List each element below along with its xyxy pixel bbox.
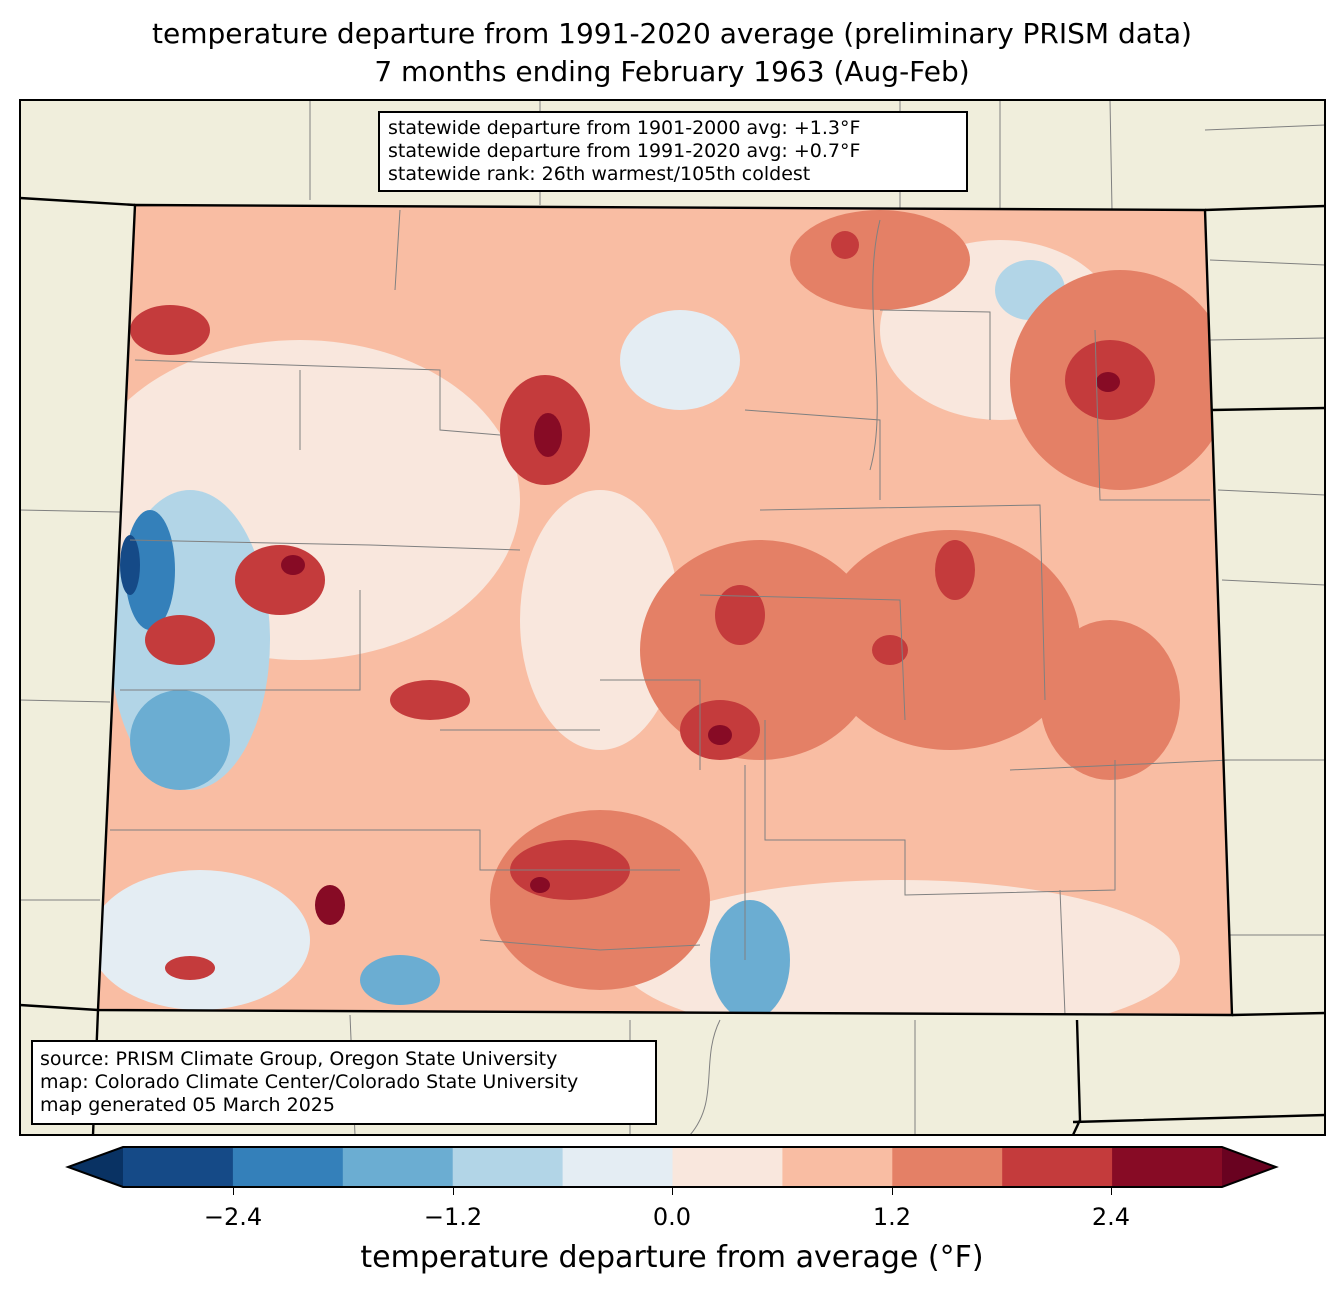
map-title: temperature departure from 1991-2020 ave… — [152, 17, 1192, 50]
colorbar-tick — [892, 1187, 893, 1195]
colorbar-bin — [452, 1147, 564, 1187]
colorbar-label: temperature departure from average (°F) — [360, 1240, 984, 1275]
colorbar-tick — [453, 1187, 454, 1195]
colorbar-bin — [562, 1147, 673, 1187]
colorbar-outline — [65, 1146, 1279, 1188]
map-subtitle: 7 months ending February 1963 (Aug-Feb) — [374, 55, 970, 88]
colorbar-tick — [1111, 1187, 1112, 1195]
generated-date-line: map generated 05 March 2025 — [40, 1094, 335, 1116]
colorbar-bin — [232, 1147, 344, 1187]
county-lines — [110, 209, 1231, 1016]
stat-departure-1991-2020: statewide departure from 1991-2020 avg: … — [388, 140, 861, 162]
colorbar-bin — [123, 1147, 234, 1187]
colorbar-tick-label: −1.2 — [423, 1203, 483, 1231]
colorbar-bin — [782, 1147, 893, 1187]
colorbar-bin — [892, 1147, 1003, 1187]
colorbar-over-arrow — [1222, 1147, 1276, 1187]
colorbar-bin — [1002, 1147, 1113, 1187]
colorbar-tick-label: −2.4 — [203, 1203, 263, 1231]
colorbar — [65, 1146, 1279, 1188]
colorbar-tick-label: 0.0 — [652, 1203, 692, 1231]
stat-rank: statewide rank: 26th warmest/105th colde… — [388, 163, 811, 185]
colorbar-tick-label: 2.4 — [1091, 1203, 1131, 1231]
colorbar-tick — [233, 1187, 234, 1195]
colorbar-bin — [342, 1147, 454, 1187]
temperature-field — [98, 205, 1232, 1015]
colorbar-tick — [672, 1187, 673, 1195]
statewide-stats-box: statewide departure from 1901-2000 avg: … — [378, 111, 968, 192]
source-line: source: PRISM Climate Group, Oregon Stat… — [40, 1048, 558, 1070]
colorbar-bin — [1112, 1147, 1223, 1187]
stat-departure-1901-2000: statewide departure from 1901-2000 avg: … — [388, 117, 861, 139]
colorbar-bin — [672, 1147, 783, 1187]
colorbar-tick-label: 1.2 — [872, 1203, 912, 1231]
map-frame — [19, 99, 1326, 1136]
colorbar-under-arrow — [68, 1147, 123, 1187]
source-box: source: PRISM Climate Group, Oregon Stat… — [31, 1040, 657, 1125]
map-credit-line: map: Colorado Climate Center/Colorado St… — [40, 1071, 579, 1093]
